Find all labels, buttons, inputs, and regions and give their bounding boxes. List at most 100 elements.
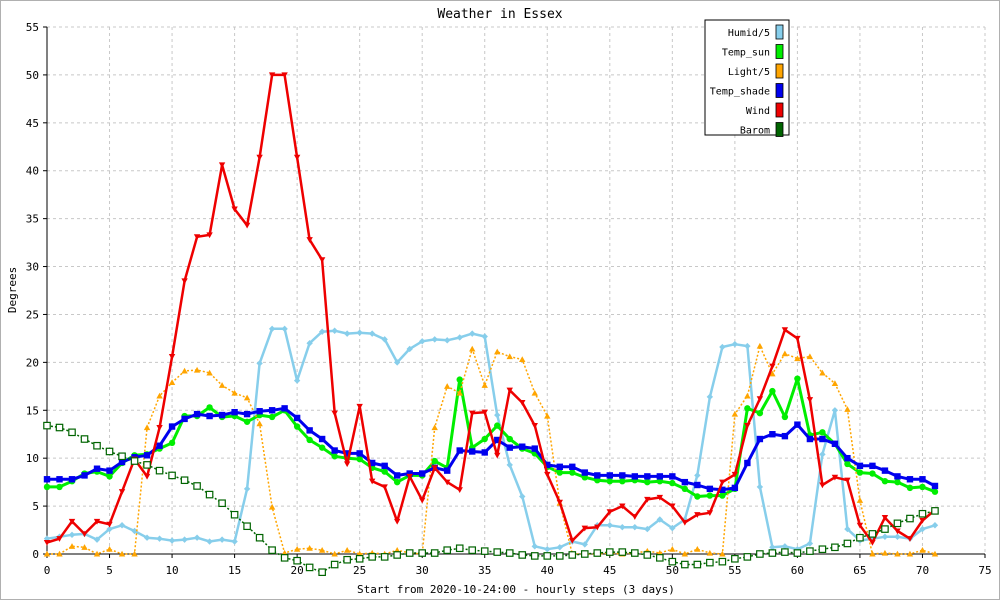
axes: 0 5 10 15 20 25 30 35 40 45 50 55 0 5 10 15 20 25 30 35 40 45… bbox=[26, 21, 992, 577]
data-point bbox=[206, 232, 213, 239]
data-point bbox=[243, 394, 251, 401]
data-point bbox=[756, 435, 764, 443]
data-point bbox=[506, 444, 513, 451]
data-point bbox=[143, 424, 151, 431]
data-point bbox=[56, 550, 63, 557]
data-point bbox=[456, 487, 463, 494]
data-point bbox=[118, 522, 126, 529]
data-point bbox=[305, 563, 314, 572]
data-point bbox=[606, 509, 613, 516]
data-point bbox=[506, 461, 513, 469]
data-point bbox=[794, 335, 801, 342]
data-point bbox=[544, 412, 551, 419]
data-point bbox=[669, 524, 676, 532]
y-tick-label: 20 bbox=[26, 356, 39, 369]
data-point bbox=[43, 421, 51, 430]
data-point bbox=[819, 369, 826, 376]
data-point bbox=[318, 546, 326, 553]
data-point bbox=[894, 550, 901, 557]
data-point bbox=[631, 473, 639, 480]
data-point bbox=[243, 485, 251, 493]
data-point bbox=[619, 503, 626, 510]
data-point bbox=[819, 451, 826, 458]
data-point bbox=[681, 550, 689, 557]
data-point bbox=[569, 538, 576, 544]
data-point bbox=[844, 525, 851, 533]
data-point bbox=[206, 404, 213, 411]
data-point bbox=[143, 473, 151, 480]
data-point bbox=[156, 424, 163, 431]
data-point bbox=[493, 548, 502, 556]
data-point bbox=[593, 549, 602, 557]
data-point bbox=[281, 72, 288, 79]
data-point bbox=[469, 448, 476, 455]
data-point bbox=[531, 423, 538, 429]
data-point bbox=[106, 521, 113, 528]
data-point bbox=[381, 336, 388, 343]
data-point bbox=[806, 353, 814, 360]
data-point bbox=[481, 449, 488, 456]
data-point bbox=[131, 527, 138, 535]
data-point bbox=[681, 478, 689, 486]
data-point bbox=[231, 206, 238, 213]
data-point bbox=[894, 473, 901, 480]
data-point bbox=[118, 458, 126, 466]
data-point bbox=[393, 359, 401, 366]
data-point bbox=[193, 534, 201, 541]
data-point bbox=[381, 484, 388, 491]
data-point bbox=[706, 558, 714, 567]
data-point bbox=[869, 550, 876, 557]
x-tick-label: 35 bbox=[478, 564, 491, 577]
data-point bbox=[906, 514, 914, 523]
data-point bbox=[881, 549, 889, 556]
data-point bbox=[819, 482, 826, 489]
legend-swatch bbox=[775, 63, 784, 79]
data-point bbox=[93, 550, 101, 557]
data-point bbox=[606, 522, 613, 529]
data-point bbox=[356, 450, 363, 457]
data-point bbox=[656, 554, 664, 562]
data-point bbox=[719, 486, 726, 494]
data-point bbox=[606, 472, 613, 479]
data-point bbox=[355, 554, 364, 563]
data-point bbox=[481, 435, 488, 443]
data-point bbox=[444, 479, 451, 486]
data-point bbox=[419, 338, 426, 345]
data-point bbox=[556, 463, 563, 471]
data-point bbox=[155, 466, 164, 475]
data-point bbox=[731, 410, 739, 417]
data-point bbox=[455, 544, 464, 553]
y-tick-label: 30 bbox=[26, 261, 39, 274]
data-point bbox=[669, 473, 676, 480]
data-point bbox=[581, 541, 588, 548]
data-point bbox=[844, 460, 851, 468]
data-point bbox=[506, 353, 513, 360]
x-tick-label: 10 bbox=[165, 564, 178, 577]
chart-title: Weather in Essex bbox=[437, 7, 562, 22]
legend-swatch bbox=[775, 102, 784, 118]
data-point bbox=[731, 484, 739, 492]
data-point bbox=[444, 383, 451, 389]
data-point bbox=[831, 380, 839, 387]
data-point bbox=[656, 494, 664, 501]
data-point bbox=[606, 477, 613, 485]
data-point bbox=[393, 478, 401, 486]
data-point bbox=[481, 333, 488, 340]
data-point bbox=[68, 543, 76, 549]
data-point bbox=[193, 410, 201, 418]
data-point bbox=[756, 409, 764, 417]
data-point bbox=[881, 525, 889, 533]
data-point bbox=[306, 237, 313, 243]
data-point bbox=[469, 345, 476, 352]
data-point bbox=[168, 423, 176, 430]
data-point bbox=[556, 469, 563, 476]
data-point bbox=[743, 553, 752, 561]
data-point bbox=[505, 549, 514, 557]
data-point bbox=[856, 522, 864, 529]
data-point bbox=[556, 499, 563, 506]
data-point bbox=[218, 162, 226, 169]
data-point bbox=[506, 435, 513, 443]
